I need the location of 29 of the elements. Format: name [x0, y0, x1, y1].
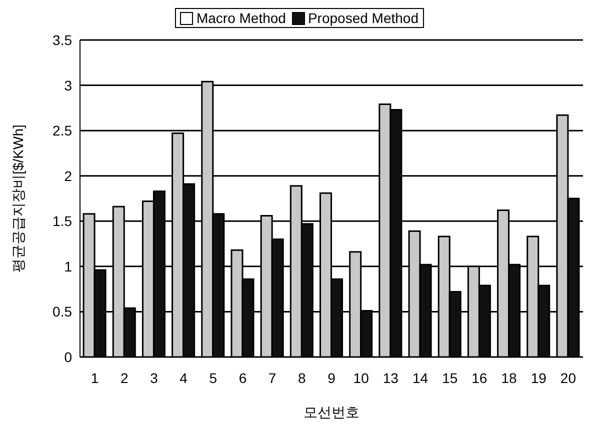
y-tick-label: 0.5: [52, 304, 72, 320]
y-tick-label: 3.5: [52, 32, 72, 48]
x-tick-label: 5: [209, 370, 218, 386]
x-tick-label: 16: [472, 370, 488, 386]
x-tick-label: 10: [353, 370, 370, 386]
x-axis-title: 모선번호: [304, 404, 360, 420]
y-tick-label: 0: [64, 348, 72, 365]
y-tick-label: 1: [64, 258, 72, 274]
legend-label: Macro Method: [195, 10, 286, 26]
y-tick-label: 2: [64, 168, 72, 184]
x-tick-label: 18: [501, 370, 518, 386]
x-tick-label: 6: [238, 370, 247, 386]
x-tick-label: 1: [90, 370, 99, 386]
y-tick-label: 3: [64, 77, 72, 94]
y-axis-title: 평균공급지장비[$/KWh]: [10, 124, 26, 272]
x-tick-label: 15: [442, 370, 458, 386]
x-tick-label: 3: [150, 370, 158, 386]
x-tick-label: 2: [120, 370, 128, 386]
x-tick-label: 9: [328, 370, 336, 386]
y-tick-label: 1.5: [52, 213, 72, 230]
x-tick-label: 14: [412, 370, 428, 386]
x-tick-label: 13: [382, 370, 399, 386]
x-tick-label: 8: [298, 370, 306, 386]
x-tick-label: 4: [180, 370, 188, 386]
x-tick-label: 19: [530, 370, 547, 386]
y-tick-label: 2.5: [52, 122, 72, 139]
x-tick-label: 7: [268, 370, 276, 386]
x-tick-label: 20: [560, 370, 576, 386]
legend-label: Proposed Method: [306, 10, 418, 26]
